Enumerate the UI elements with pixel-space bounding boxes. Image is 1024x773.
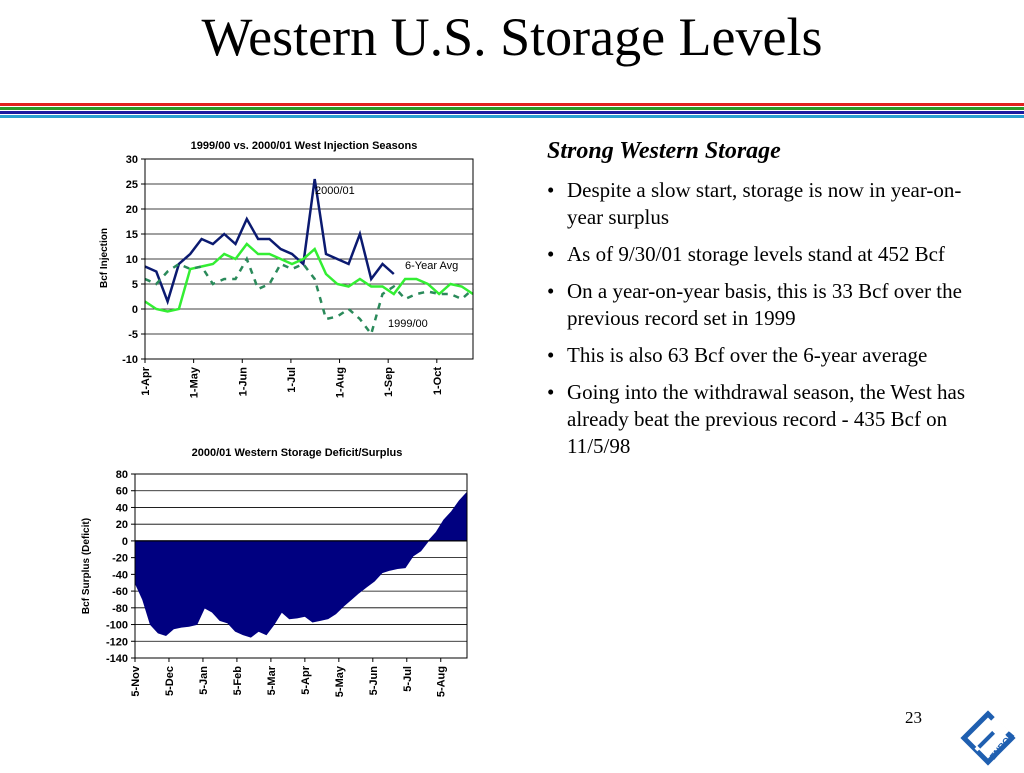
x-tick-label: 1-May	[189, 366, 201, 398]
list-item: • Despite a slow start, storage is now in…	[547, 177, 967, 231]
x-tick-label: 5-Jul	[402, 666, 414, 692]
y-axis-label: Bcf Injection	[99, 228, 110, 288]
chart-title: 1999/00 vs. 2000/01 West Injection Seaso…	[191, 140, 418, 152]
panel-heading: Strong Western Storage	[547, 138, 781, 164]
annotation-2000-01: 2000/01	[315, 185, 355, 197]
area-fill	[134, 491, 468, 638]
y-tick-label: 25	[126, 179, 138, 191]
x-tick-label: 5-Mar	[266, 665, 278, 695]
x-tick-label: 5-Jan	[198, 666, 210, 695]
bullet-glyph: •	[547, 343, 555, 367]
y-tick-label: -80	[112, 603, 128, 615]
y-tick-label: 15	[126, 229, 138, 241]
x-tick-label: 1-Oct	[432, 367, 444, 395]
axes: -140 -120 -100 -80 -60 -40 -20 0 20 40 60 80 5-Nov 5-…	[106, 469, 448, 697]
deficit-surplus-chart: 2000/01 Western Storage Deficit/Surplus …	[75, 440, 485, 725]
bullet-glyph: •	[547, 380, 555, 404]
y-tick-label: -100	[106, 620, 128, 632]
y-tick-label: 20	[126, 204, 138, 216]
series-line-2000-01	[144, 178, 395, 306]
page-title: Western U.S. Storage Levels	[201, 7, 823, 67]
y-tick-label: 10	[126, 254, 138, 266]
list-item: • This is also 63 Bcf over the 6-year ave…	[547, 342, 967, 369]
axes: -10 -5 0 5 10 15 20 25 30 1-Apr 1-May 1-Jun 1-Jul 1-A…	[122, 154, 444, 398]
bullet-glyph: •	[547, 178, 555, 202]
enron-logo-icon: ENRON	[958, 708, 1018, 773]
y-tick-label: 30	[126, 154, 138, 166]
bullet-text: Despite a slow start, storage is now in …	[567, 178, 962, 229]
x-tick-label: 5-Jun	[368, 666, 380, 696]
plot-area	[134, 473, 468, 659]
x-tick-label: 5-Aug	[436, 666, 448, 697]
bullet-text: Going into the withdrawal season, the We…	[567, 380, 966, 458]
surplus-area	[134, 491, 468, 638]
list-item: • As of 9/30/01 storage levels stand at 4…	[547, 241, 967, 268]
rule-green	[0, 107, 1024, 110]
y-tick-label: 60	[116, 486, 128, 498]
y-tick-label: 20	[116, 519, 128, 531]
x-tick-label: 1-Sep	[383, 367, 395, 397]
chart-title: 2000/01 Western Storage Deficit/Surplus	[192, 447, 403, 459]
series-line-1999-00	[144, 256, 474, 337]
x-tick-label: 5-Nov	[130, 665, 142, 696]
bullet-list: • Despite a slow start, storage is now in…	[547, 177, 967, 460]
x-tick-label: 1-Apr	[140, 366, 152, 395]
rule-cyan	[0, 115, 1024, 118]
x-tick-label: 1-Jun	[237, 367, 249, 397]
bullet-text: This is also 63 Bcf over the 6-year aver…	[567, 343, 928, 367]
page-number: 23	[905, 708, 922, 727]
series-line-6-year-avg	[144, 242, 474, 313]
y-tick-label: -5	[128, 329, 138, 341]
y-tick-label: 80	[116, 469, 128, 481]
y-tick-label: -120	[106, 636, 128, 648]
y-tick-label: -60	[112, 586, 128, 598]
x-tick-label: 1-Aug	[335, 367, 347, 398]
y-tick-label: -40	[112, 569, 128, 581]
bullet-text: As of 9/30/01 storage levels stand at 45…	[567, 242, 945, 266]
injection-chart: 1999/00 vs. 2000/01 West Injection Seaso…	[85, 132, 485, 427]
y-tick-label: 0	[132, 304, 138, 316]
annotation-1999-00: 1999/00	[388, 318, 428, 330]
x-tick-label: 5-May	[334, 665, 346, 697]
y-tick-label: -20	[112, 553, 128, 565]
y-tick-label: 0	[122, 536, 128, 548]
y-axis-label: Bcf Surplus (Deficit)	[81, 518, 92, 614]
y-tick-label: -10	[122, 354, 138, 366]
commentary-panel: Strong Western Storage • Despite a slow s…	[547, 138, 967, 470]
x-tick-label: 5-Feb	[232, 666, 244, 696]
y-tick-label: -140	[106, 653, 128, 665]
bullet-text: On a year-on-year basis, this is 33 Bcf …	[567, 279, 962, 330]
y-tick-label: 40	[116, 502, 128, 514]
y-tick-label: 5	[132, 279, 138, 291]
x-tick-label: 1-Jul	[286, 367, 298, 393]
x-tick-label: 5-Apr	[300, 665, 312, 694]
list-item: • Going into the withdrawal season, the W…	[547, 379, 967, 460]
bullet-glyph: •	[547, 279, 555, 303]
list-item: • On a year-on-year basis, this is 33 Bcf…	[547, 278, 967, 332]
rule-red	[0, 103, 1024, 106]
x-tick-label: 5-Dec	[164, 666, 176, 696]
annotation-6-year-avg: 6-Year Avg	[405, 260, 458, 272]
series-lines	[144, 178, 474, 337]
rule-navy	[0, 111, 1024, 114]
bullet-glyph: •	[547, 242, 555, 266]
